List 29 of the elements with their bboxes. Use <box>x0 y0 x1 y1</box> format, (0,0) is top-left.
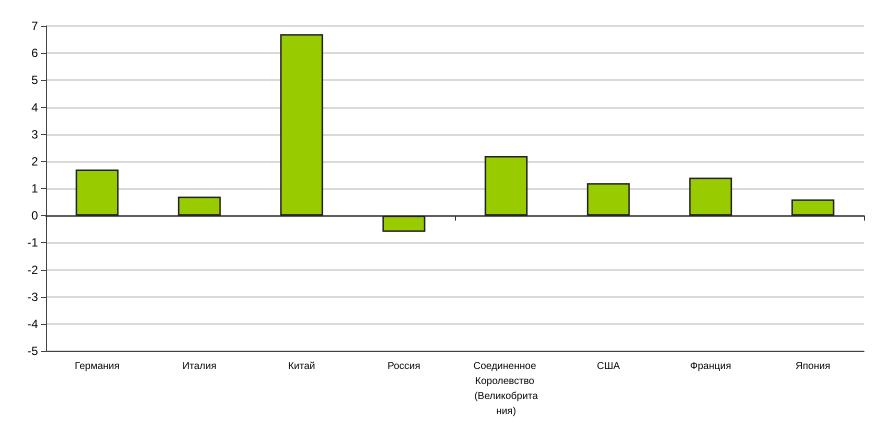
y-tick-label: -5 <box>27 344 38 358</box>
bar <box>484 156 528 216</box>
x-tick-label: Германия <box>74 361 120 372</box>
x-tick-label: Россия <box>387 361 420 372</box>
x-tick-label: Китай <box>288 361 316 372</box>
y-tick-label: 2 <box>31 154 38 168</box>
bar <box>178 196 221 216</box>
bar <box>280 34 324 216</box>
x-tick-label: Франция <box>690 361 732 372</box>
y-tick-label: 5 <box>31 73 38 88</box>
x-tick-label: Япония <box>796 361 830 372</box>
y-tick-label: 1 <box>31 182 38 196</box>
y-tick-label: 3 <box>31 127 38 142</box>
bar <box>382 216 426 232</box>
x-tick-label: Соединенное Королевство (Великобритания) <box>473 361 539 417</box>
bar <box>791 199 834 216</box>
bar <box>586 183 630 216</box>
y-tick-label: 6 <box>31 46 38 60</box>
y-tick-label: 0 <box>31 208 38 223</box>
y-tick-label: -3 <box>27 290 38 304</box>
bar <box>76 170 119 216</box>
y-tick-label: -1 <box>27 236 38 250</box>
y-tick-label: 4 <box>31 100 38 114</box>
y-tick-label: 7 <box>31 19 38 33</box>
x-tick-label: США <box>596 361 620 372</box>
y-tick-label: -4 <box>27 316 38 331</box>
y-tick-label: -2 <box>27 262 38 277</box>
x-tick-label: Италия <box>182 361 216 372</box>
bar <box>689 178 732 216</box>
